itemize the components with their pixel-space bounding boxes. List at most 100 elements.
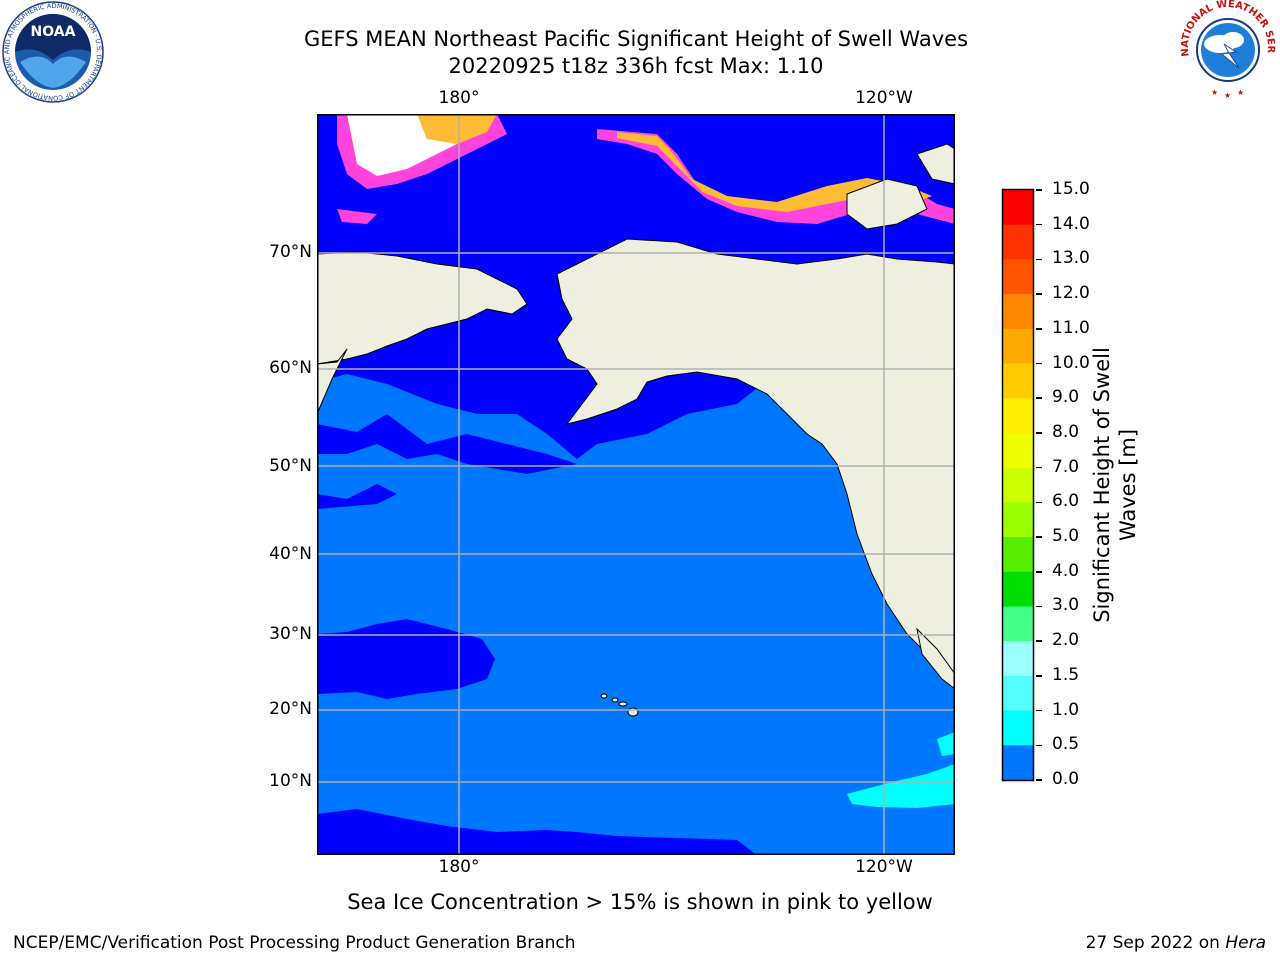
swell-height-map xyxy=(317,114,955,855)
colorbar-tick xyxy=(1036,709,1042,712)
colorbar-tick-label: 11.0 xyxy=(1052,317,1090,338)
colorbar-tick xyxy=(1036,779,1042,781)
region-higher-swell-patch xyxy=(937,732,955,756)
map-frame xyxy=(317,114,955,855)
colorbar-swatch xyxy=(1003,606,1033,642)
land-alaska-canada xyxy=(556,238,955,675)
colorbar-swatch xyxy=(1003,641,1033,677)
land-siberia xyxy=(317,251,528,365)
colorbar-tick xyxy=(1036,605,1042,608)
colorbar-label-line2: Waves [m] xyxy=(1116,428,1140,542)
nws-logo: NATIONAL WEATHER SERVICE ★★★ xyxy=(1175,0,1276,100)
lat-label-70n: 70°N xyxy=(269,242,312,262)
colorbar-tick-label: 15.0 xyxy=(1052,179,1090,199)
lon-label-top-120w: 120°W xyxy=(855,88,913,108)
lon-label-bottom-120w: 120°W xyxy=(855,857,913,877)
colorbar-swatch xyxy=(1003,259,1033,295)
colorbar-swatch xyxy=(1003,398,1033,434)
colorbar-tick-label: 2.0 xyxy=(1052,630,1080,651)
colorbar-tick xyxy=(1036,258,1042,261)
colorbar-tick xyxy=(1036,466,1042,469)
colorbar-tick xyxy=(1036,362,1042,365)
sea-ice-caption-text: Sea Ice Concentration > 15% is shown in … xyxy=(347,890,933,914)
land-kamchatka xyxy=(317,348,348,415)
colorbar-tick-label: 3.0 xyxy=(1052,595,1080,616)
colorbar xyxy=(1001,188,1035,782)
land-arctic-island-2 xyxy=(916,143,955,185)
colorbar-tick-label: 8.0 xyxy=(1052,421,1080,442)
lat-label-50n: 50°N xyxy=(269,456,312,476)
land-arctic-island xyxy=(846,178,928,230)
colorbar-tick-label: 0.5 xyxy=(1052,734,1080,755)
colorbar-tick-label: 9.0 xyxy=(1052,387,1080,408)
svg-text:★: ★ xyxy=(1224,91,1231,100)
colorbar-tick-label: 6.0 xyxy=(1052,491,1080,512)
colorbar-tick-label: 12.0 xyxy=(1052,283,1090,304)
lat-label-60n: 60°N xyxy=(269,358,312,378)
lat-label-30n: 30°N xyxy=(269,624,312,644)
colorbar-swatch xyxy=(1003,571,1033,607)
colorbar-tick xyxy=(1036,536,1042,538)
colorbar-tick-label: 7.0 xyxy=(1052,456,1080,477)
colorbar-swatch xyxy=(1003,745,1033,781)
land-baja xyxy=(916,627,955,690)
region-higher-swell-southeast xyxy=(847,764,955,808)
footer-date: 27 Sep 2022 on Hera xyxy=(1086,933,1266,953)
colorbar-tick-label: 0.0 xyxy=(1052,769,1080,789)
colorbar-tick xyxy=(1036,432,1042,434)
svg-text:★: ★ xyxy=(1211,88,1218,97)
colorbar-tick-label: 4.0 xyxy=(1052,560,1080,581)
colorbar-swatch xyxy=(1003,432,1033,469)
colorbar-tick xyxy=(1036,640,1042,642)
map-title: GEFS MEAN Northeast Pacific Significant … xyxy=(303,27,969,51)
region-low-swell-patch xyxy=(317,414,577,474)
colorbar-swatch xyxy=(1003,224,1033,260)
lat-label-10n: 10°N xyxy=(269,771,312,791)
colorbar-tick xyxy=(1036,744,1042,747)
colorbar-swatch xyxy=(1003,467,1033,503)
colorbar-swatch xyxy=(1003,710,1033,746)
colorbar-tick xyxy=(1036,223,1042,226)
region-low-swell-west xyxy=(317,434,397,509)
colorbar-tick xyxy=(1036,675,1042,677)
colorbar-swatch xyxy=(1003,294,1033,330)
colorbar-tick xyxy=(1036,293,1042,295)
colorbar-swatch xyxy=(1003,675,1033,712)
lon-label-top-180: 180° xyxy=(438,88,480,108)
colorbar-swatch xyxy=(1003,328,1033,365)
colorbar-frame xyxy=(1001,188,1035,782)
colorbar-tick-label: 10.0 xyxy=(1052,352,1090,373)
region-low-swell-south xyxy=(317,809,757,855)
footer-credit: NCEP/EMC/Verification Post Processing Pr… xyxy=(13,933,576,953)
colorbar-tick-label: 14.0 xyxy=(1052,213,1090,234)
noaa-logo-text: NOAA xyxy=(31,24,76,40)
noaa-logo: NATIONAL OCEANIC AND ATMOSPHERIC ADMINIS… xyxy=(0,0,104,103)
footer-host: Hera xyxy=(1225,933,1266,953)
colorbar-tick xyxy=(1036,397,1042,399)
colorbar-tick-label: 1.5 xyxy=(1052,664,1080,685)
footer-date-text: 27 Sep 2022 on xyxy=(1085,933,1226,953)
colorbar-label: Significant Height of Swell Waves [m] xyxy=(1089,347,1141,623)
colorbar-tick xyxy=(1036,189,1042,191)
colorbar-tick xyxy=(1036,571,1042,573)
sea-ice-caption: Sea Ice Concentration > 15% is shown in … xyxy=(0,890,1280,914)
colorbar-tick xyxy=(1036,328,1042,330)
lon-label-bottom-180: 180° xyxy=(438,857,480,877)
colorbar-label-line1: Significant Height of Swell xyxy=(1090,347,1114,623)
graticule xyxy=(317,114,955,855)
lat-label-20n: 20°N xyxy=(269,699,312,719)
region-low-swell-subtropical xyxy=(317,619,495,699)
colorbar-tick-label: 13.0 xyxy=(1052,248,1090,269)
colorbar-swatch xyxy=(1003,190,1033,226)
sea-ice-small xyxy=(337,209,377,224)
lat-label-40n: 40°N xyxy=(269,544,312,564)
sea-ice-orange xyxy=(417,114,497,144)
svg-text:★: ★ xyxy=(1237,88,1244,97)
colorbar-tick-label: 1.0 xyxy=(1052,699,1080,720)
colorbar-tick-label: 5.0 xyxy=(1052,526,1080,547)
colorbar-swatch xyxy=(1003,502,1033,538)
map-subtitle: 20220925 t18z 336h fcst Max: 1.10 xyxy=(448,54,824,78)
colorbar-swatch xyxy=(1003,363,1033,399)
colorbar-swatch xyxy=(1003,537,1033,573)
colorbar-tick xyxy=(1036,501,1042,504)
